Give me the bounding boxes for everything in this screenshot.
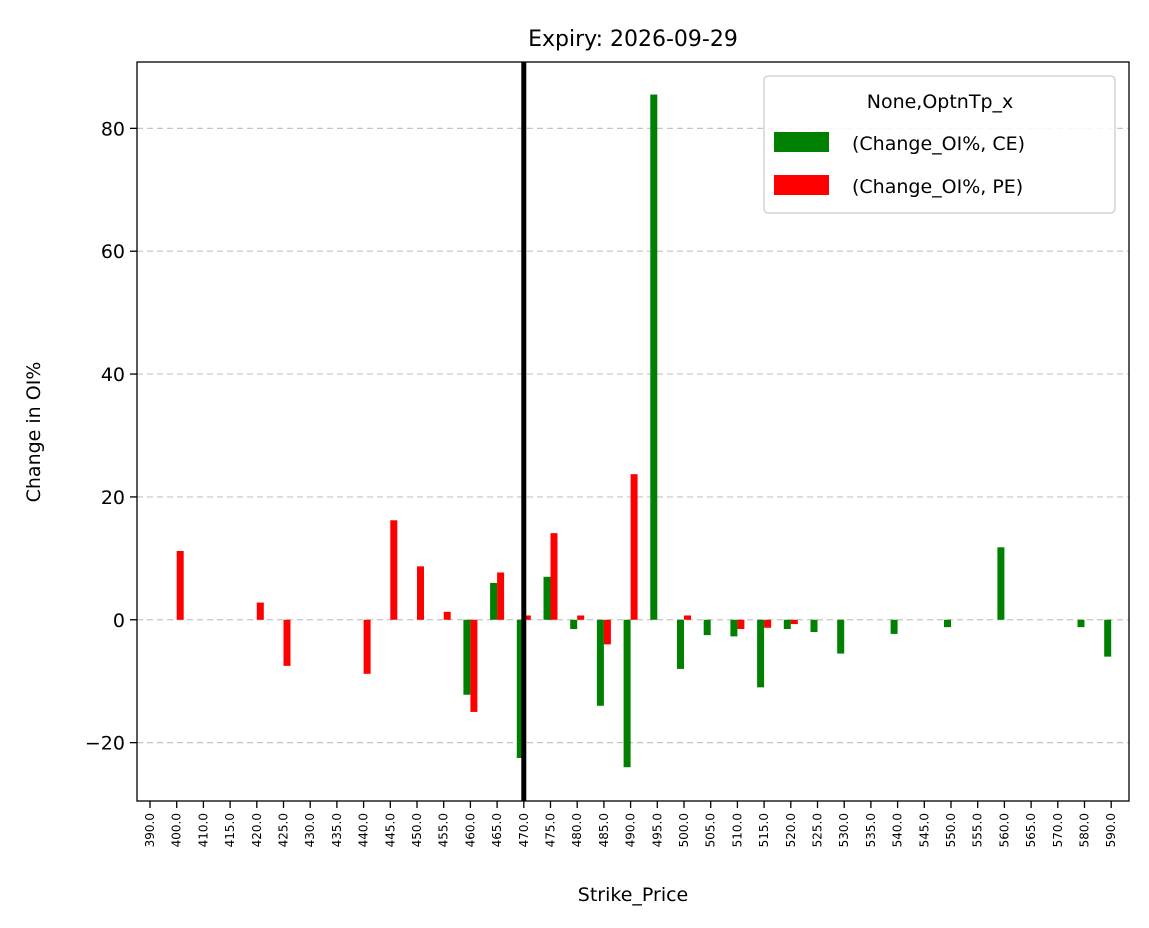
x-tick-label: 470.0: [517, 813, 531, 847]
bar-pe: [390, 520, 398, 620]
x-tick-label: 460.0: [463, 813, 477, 847]
bar-ce: [516, 619, 524, 758]
bar-pe: [497, 572, 505, 620]
bar-pe: [790, 619, 798, 625]
legend-label-ce: (Change_OI%, CE): [852, 133, 1025, 155]
bar-pe: [523, 615, 531, 620]
x-tick-label: 545.0: [917, 813, 931, 847]
x-tick-label: 450.0: [410, 813, 424, 847]
x-tick-label: 550.0: [944, 813, 958, 847]
legend-swatch-ce: [774, 132, 829, 152]
bar-ce: [677, 619, 684, 669]
bar-ce: [810, 619, 818, 633]
bar-ce: [1104, 619, 1112, 657]
bar-pe: [256, 602, 264, 620]
y-tick-label: −20: [85, 733, 125, 755]
bar-ce: [543, 576, 551, 620]
x-tick-label: 570.0: [1051, 813, 1065, 847]
y-axis-label: Change in OI%: [23, 362, 45, 503]
x-tick-label: 475.0: [544, 813, 558, 847]
x-tick-label: 560.0: [997, 813, 1011, 847]
x-tick-label: 445.0: [383, 813, 397, 847]
y-axis-ticks: −20 0 20 40 60 80: [85, 118, 137, 755]
x-tick-label: 500.0: [677, 813, 691, 847]
bar-pe: [764, 619, 772, 628]
bar-pe: [630, 474, 638, 620]
bar-ce: [890, 619, 898, 634]
bar-ce: [757, 619, 765, 688]
x-tick-label: 415.0: [223, 813, 237, 847]
x-tick-label: 590.0: [1104, 813, 1118, 847]
legend-frame: [763, 75, 1116, 214]
bar-ce: [703, 619, 711, 636]
bar-ce: [650, 94, 658, 620]
y-tick-label: 60: [101, 241, 125, 263]
x-tick-label: 435.0: [330, 813, 344, 847]
bar-pe: [176, 550, 184, 620]
bars: [176, 94, 1112, 768]
x-tick-label: 400.0: [170, 813, 184, 847]
chart-title: Expiry: 2026-09-29: [528, 27, 738, 52]
x-tick-label: 495.0: [650, 813, 664, 847]
x-tick-label: 465.0: [490, 813, 504, 847]
legend-title: None,OptnTp_x: [867, 91, 1014, 113]
bar-ce: [490, 582, 498, 620]
x-tick-label: 410.0: [196, 813, 210, 847]
x-tick-label: 505.0: [704, 813, 718, 847]
y-tick-label: 20: [101, 487, 125, 509]
x-axis-label: Strike_Price: [578, 884, 688, 906]
bar-ce: [463, 619, 471, 695]
y-tick-label: 40: [101, 364, 125, 386]
x-tick-label: 480.0: [570, 813, 584, 847]
y-tick-label: 0: [113, 610, 125, 632]
x-tick-label: 425.0: [277, 813, 291, 847]
bar-pe: [577, 615, 585, 620]
x-tick-label: 390.0: [143, 813, 157, 847]
bar-pe: [417, 566, 424, 620]
x-tick-label: 490.0: [624, 813, 638, 847]
bar-ce: [623, 619, 631, 768]
x-tick-label: 430.0: [303, 813, 317, 847]
x-tick-label: 555.0: [971, 813, 985, 847]
bar-ce: [570, 619, 578, 629]
x-tick-label: 455.0: [437, 813, 451, 847]
bar-ce: [730, 619, 738, 637]
bar-pe: [363, 619, 371, 674]
x-tick-label: 485.0: [597, 813, 611, 847]
bar-pe: [470, 619, 478, 712]
bar-ce: [596, 619, 604, 706]
bar-pe: [550, 533, 558, 620]
bar-pe: [283, 619, 291, 666]
bar-pe: [684, 615, 691, 620]
x-tick-label: 420.0: [250, 813, 264, 847]
bar-pe: [443, 611, 451, 620]
bar-ce: [1077, 619, 1085, 628]
y-tick-label: 80: [101, 118, 125, 140]
bar-pe: [737, 619, 745, 629]
bar-ce: [837, 619, 845, 654]
x-tick-label: 580.0: [1078, 813, 1092, 847]
x-tick-label: 440.0: [357, 813, 371, 847]
x-tick-label: 515.0: [757, 813, 771, 847]
bar-pe: [603, 619, 611, 645]
x-tick-label: 535.0: [864, 813, 878, 847]
x-tick-label: 520.0: [784, 813, 798, 847]
x-tick-label: 510.0: [730, 813, 744, 847]
x-tick-label: 540.0: [891, 813, 905, 847]
x-tick-label: 530.0: [837, 813, 851, 847]
legend-swatch-pe: [774, 175, 829, 195]
x-axis-ticks: 390.0 400.0 410.0 415.0 420.0 425.0 430.0 435.0…: [143, 801, 1118, 847]
x-tick-label: 565.0: [1024, 813, 1038, 847]
x-tick-label: 525.0: [811, 813, 825, 847]
legend: None,OptnTp_x (Change_OI%, CE) (Change_O…: [763, 75, 1116, 214]
legend-label-pe: (Change_OI%, PE): [852, 176, 1023, 198]
bar-ce: [997, 547, 1005, 620]
bar-ce: [944, 619, 951, 628]
plot-frame: [136, 61, 1130, 802]
bar-ce: [783, 619, 791, 629]
